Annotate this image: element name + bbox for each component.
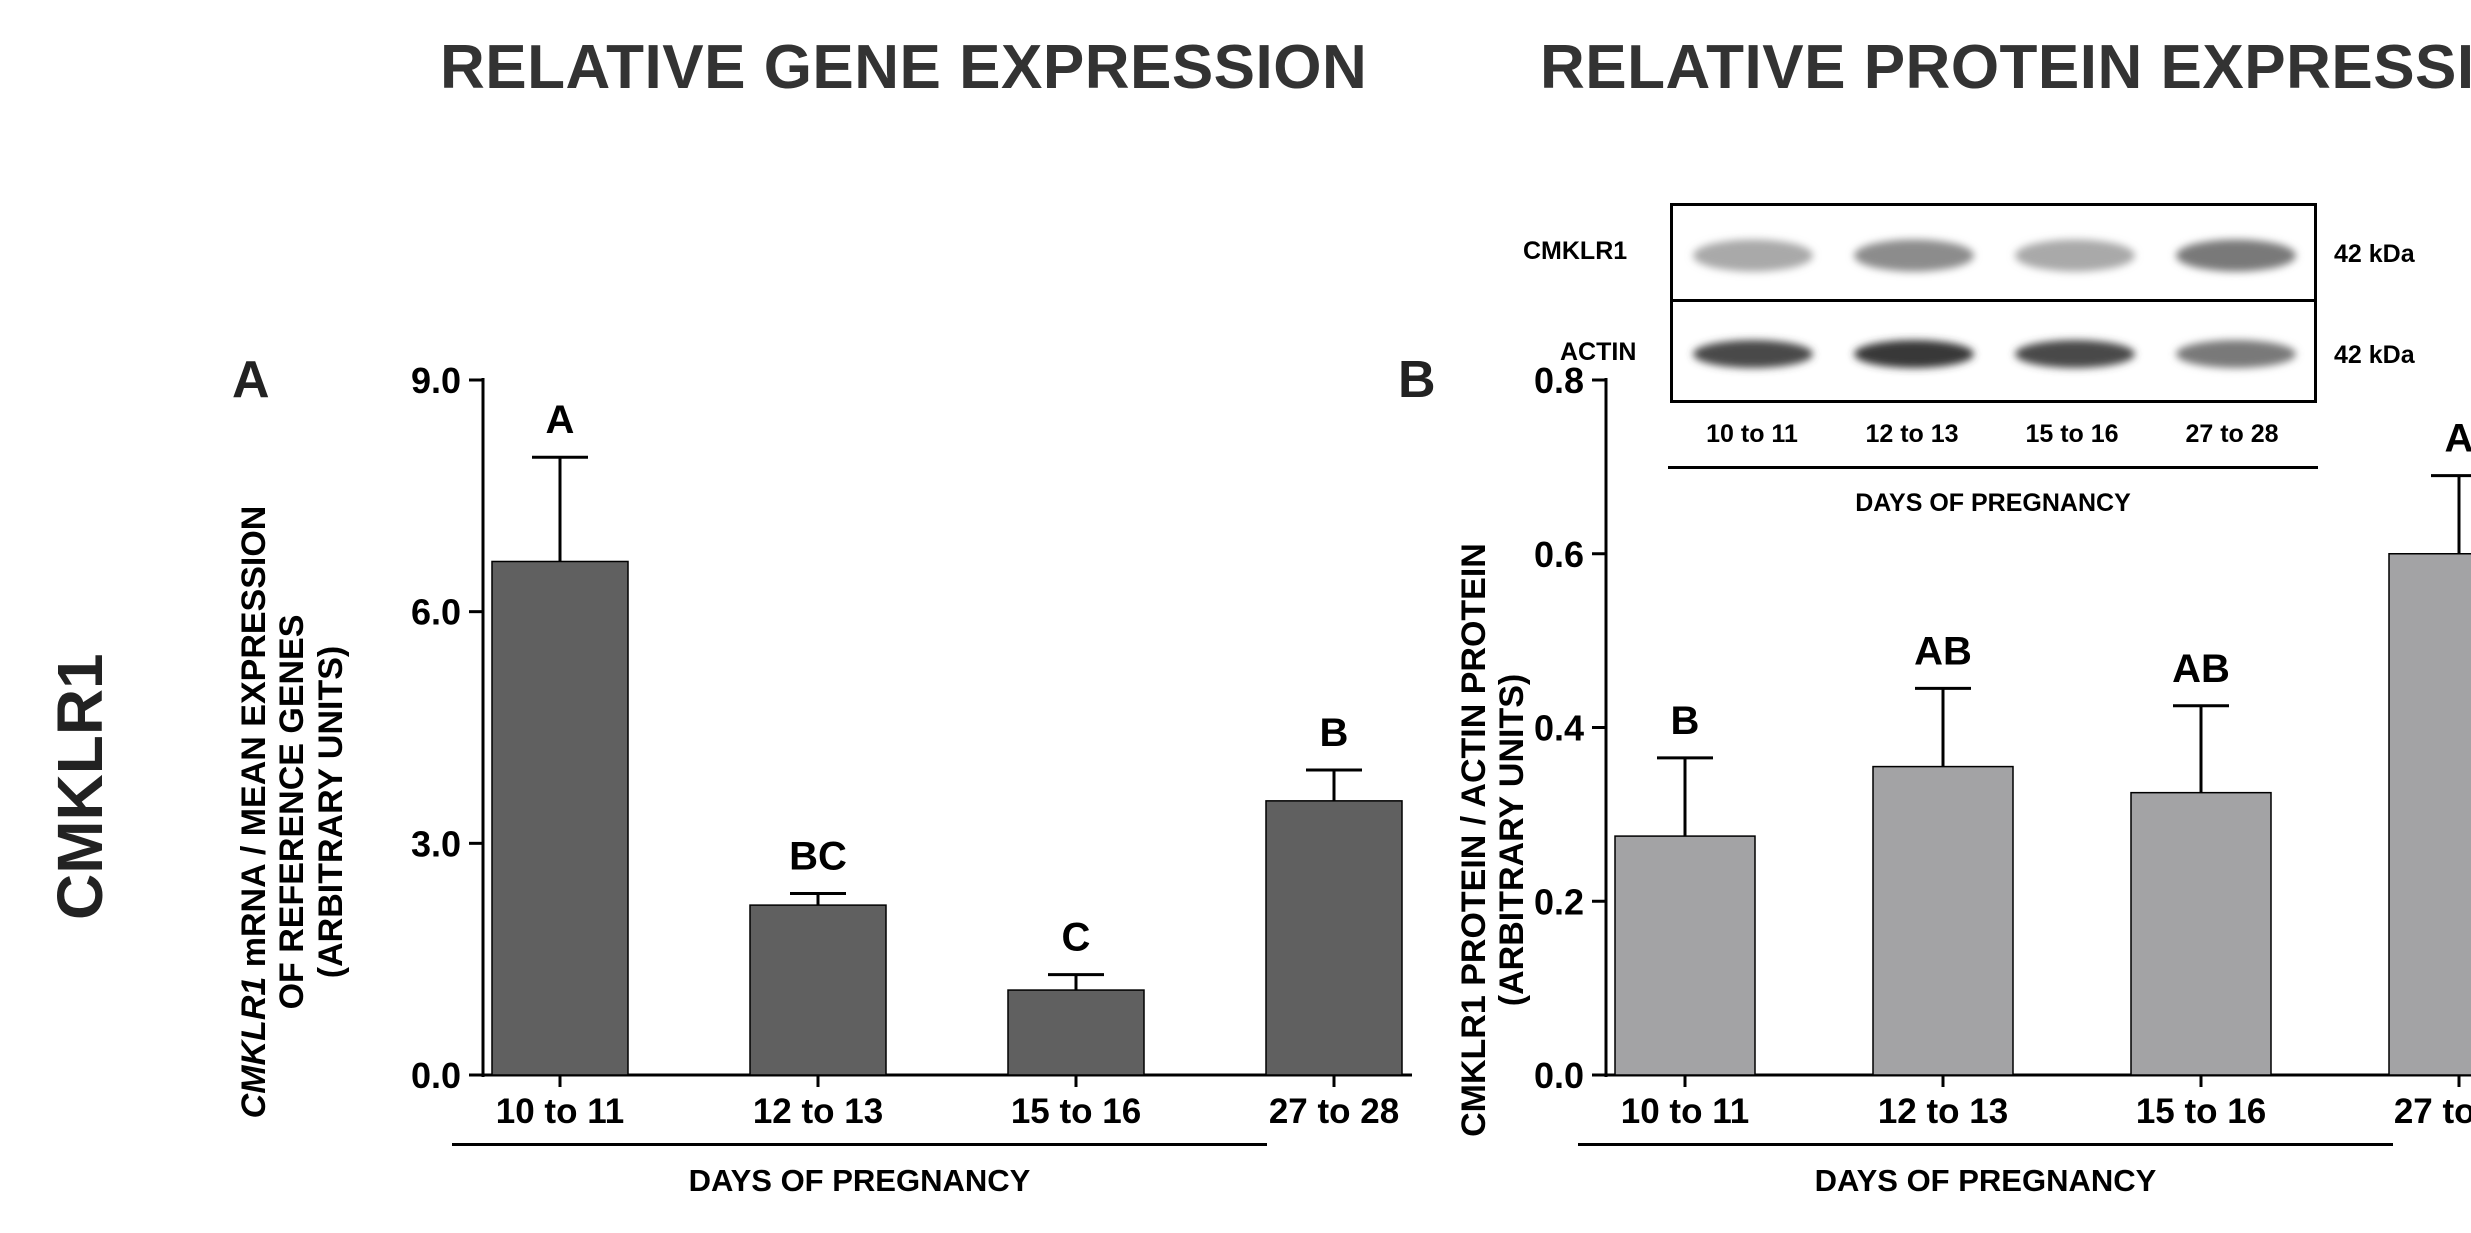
chart-b-x-axis-title: DAYS OF PREGNANCY — [1814, 1163, 2157, 1198]
blot-label-cmklr1: CMKLR1 — [1523, 237, 1628, 265]
chart-b-y-tick-label: 0.0 — [1534, 1055, 1584, 1096]
chart-b-y-tick-label: 0.6 — [1534, 534, 1584, 575]
blot-lane-label: 15 to 16 — [2025, 420, 2119, 448]
blot-band — [2176, 239, 2296, 272]
chart-b-significance-label: AB — [1914, 629, 1972, 673]
chart-b-bar — [1614, 835, 1756, 1076]
chart-b-x-tick-label: 15 to 16 — [2136, 1092, 2266, 1131]
chart-b-y-tick-label: 0.8 — [1534, 360, 1584, 401]
chart-a-y-tick-label: 6.0 — [411, 592, 461, 633]
chart-b-significance-label: AB — [2172, 647, 2230, 691]
blot-bands-cmklr1 — [1693, 239, 2296, 272]
blot-band — [1693, 340, 1813, 368]
chart-b-x-tick-label: 27 to 28 — [2394, 1092, 2471, 1131]
chart-b-bar — [2388, 553, 2471, 1076]
chart-b-bar — [1872, 765, 2014, 1076]
blot-band — [1693, 239, 1813, 272]
blot-band — [2015, 239, 2135, 272]
chart-a-group-line — [452, 1143, 1267, 1146]
blot-panel-cmklr1 — [1670, 203, 2317, 302]
chart-a-significance-label: C — [1062, 916, 1091, 960]
chart-b-y-tick-label: 0.4 — [1534, 708, 1584, 749]
chart-a-x-tick-label: 10 to 11 — [496, 1092, 624, 1131]
chart-b-bar — [2130, 791, 2272, 1076]
chart-a-y-tick-label: 0.0 — [411, 1055, 461, 1096]
chart-a-x-tick-label: 12 to 13 — [753, 1092, 883, 1131]
blot-lane-label: 12 to 13 — [1865, 420, 1959, 448]
blot-label-actin: ACTIN — [1560, 338, 1637, 366]
chart-a-bar — [749, 904, 887, 1076]
chart-b-x-tick-label: 10 to 11 — [1621, 1092, 1749, 1131]
panel-label-b: B — [1398, 351, 1436, 409]
chart-b-significance-label: A — [2445, 417, 2471, 461]
title-protein-expression: RELATIVE PROTEIN EXPRESSION — [1540, 33, 2471, 102]
blot-x-axis-title: DAYS OF PREGNANCY — [1855, 489, 2131, 517]
chart-b-y-tick-label: 0.2 — [1534, 881, 1584, 922]
blot-band — [2015, 340, 2135, 368]
blot-size-actin: 42 kDa — [2334, 341, 2415, 369]
chart-a-x-axis-title: DAYS OF PREGNANCY — [688, 1163, 1031, 1198]
chart-a-significance-label: A — [546, 398, 575, 442]
blot-bands-actin — [1693, 340, 2296, 368]
chart-a-significance-label: B — [1320, 711, 1349, 755]
chart-a-y-tick-label: 3.0 — [411, 823, 461, 864]
blot-band — [1854, 239, 1974, 272]
chart-b-x-tick-label: 12 to 13 — [1878, 1092, 2008, 1131]
blot-band — [1854, 340, 1974, 368]
chart-b-group-line — [1578, 1143, 2393, 1146]
chart-a-significance-label: BC — [789, 835, 847, 879]
panel-label-a: A — [232, 351, 270, 409]
chart-a-bar — [1007, 989, 1145, 1076]
title-gene-expression: RELATIVE GENE EXPRESSION — [440, 33, 1368, 102]
chart-b-significance-label: B — [1671, 699, 1700, 743]
blot-lane-label: 10 to 11 — [1706, 420, 1798, 448]
blot-band — [2176, 340, 2296, 368]
chart-a-y-tick-label: 9.0 — [411, 360, 461, 401]
chart-a-x-tick-label: 27 to 28 — [1269, 1092, 1399, 1131]
blot-panel-actin — [1670, 299, 2317, 403]
blot-group-line — [1668, 466, 2318, 469]
blot-size-cmklr1: 42 kDa — [2334, 240, 2415, 268]
chart-a-x-tick-label: 15 to 16 — [1011, 1092, 1141, 1131]
blot-lane-label: 27 to 28 — [2185, 420, 2279, 448]
